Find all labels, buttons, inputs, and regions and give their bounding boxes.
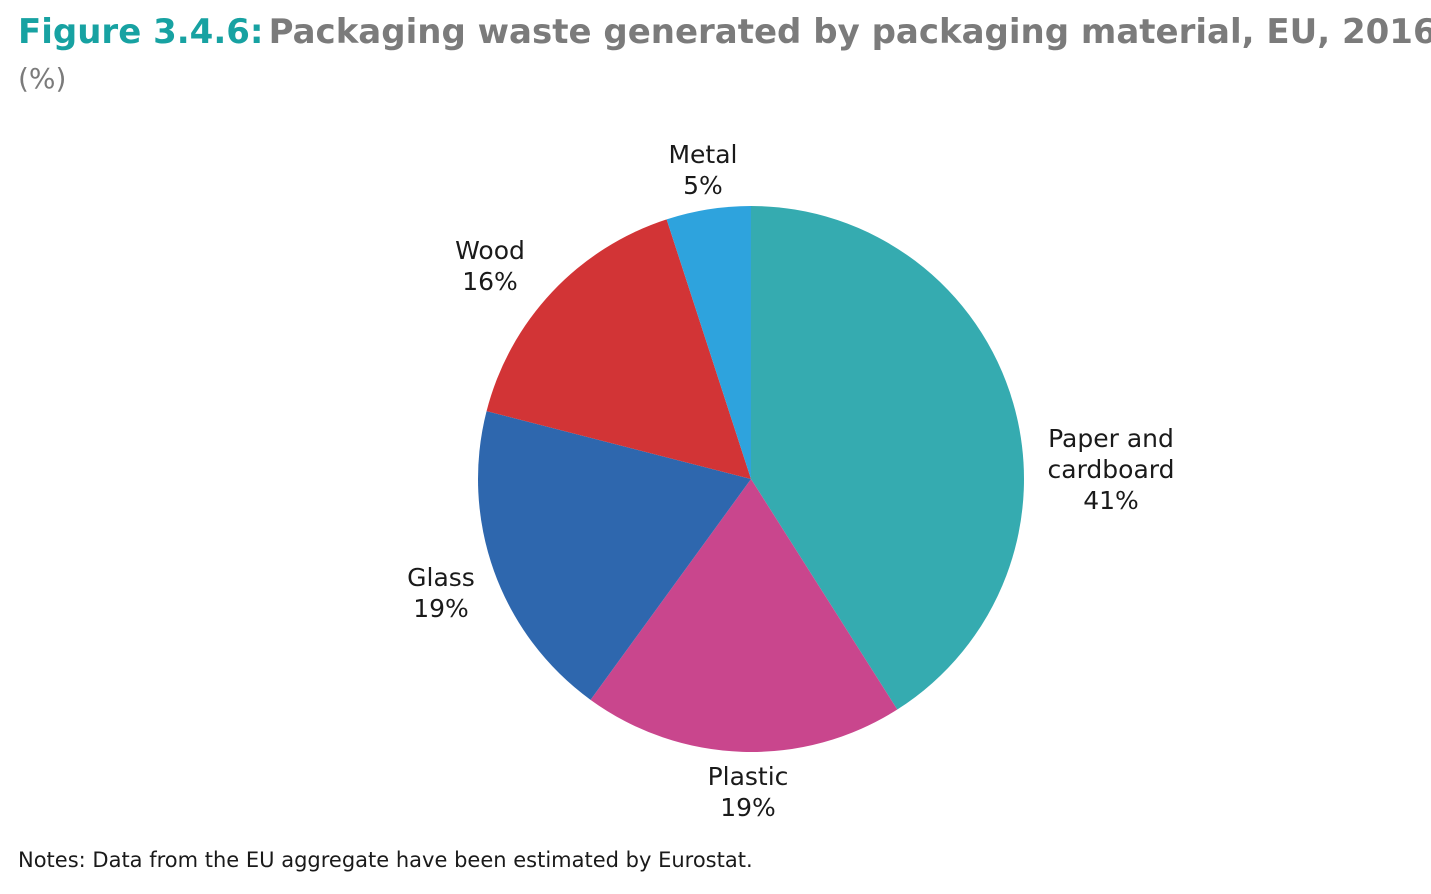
slice-label-metal: Metal 5%: [668, 140, 737, 200]
slice-label-paper-and-cardboard: Paper and cardboard 41%: [1048, 424, 1175, 515]
pie-slice-wood: [486, 219, 751, 479]
slice-label-plastic: Plastic 19%: [708, 762, 789, 822]
slice-value-text: 19%: [720, 793, 776, 822]
slice-value-text: 19%: [413, 594, 469, 623]
pie-slice-metal: [666, 206, 751, 479]
slice-value-text: 41%: [1083, 486, 1139, 515]
slice-name-text: Metal: [668, 140, 737, 169]
slice-name-text: Wood: [455, 236, 525, 265]
slice-name-text: Paper and: [1048, 424, 1174, 453]
slice-value-text: 5%: [683, 171, 723, 200]
pie-slice-paper-and-cardboard: [751, 206, 1024, 710]
slice-name-text: Plastic: [708, 762, 789, 791]
slice-name-text: Glass: [407, 563, 475, 592]
figure-title: Figure 3.4.6: Packaging waste generated …: [18, 12, 1431, 52]
chart-notes: Notes: Data from the EU aggregate have b…: [18, 848, 753, 872]
chart-subtitle: (%): [18, 62, 67, 95]
slice-label-wood: Wood 16%: [455, 236, 525, 296]
slice-label-glass: Glass 19%: [407, 563, 475, 623]
chart-title: Packaging waste generated by packaging m…: [268, 12, 1431, 52]
slice-name-text: cardboard: [1048, 455, 1175, 484]
pie-slice-glass: [478, 411, 751, 700]
figure-number: Figure 3.4.6:: [18, 12, 264, 52]
pie-slice-plastic: [590, 479, 898, 752]
slice-value-text: 16%: [462, 267, 518, 296]
